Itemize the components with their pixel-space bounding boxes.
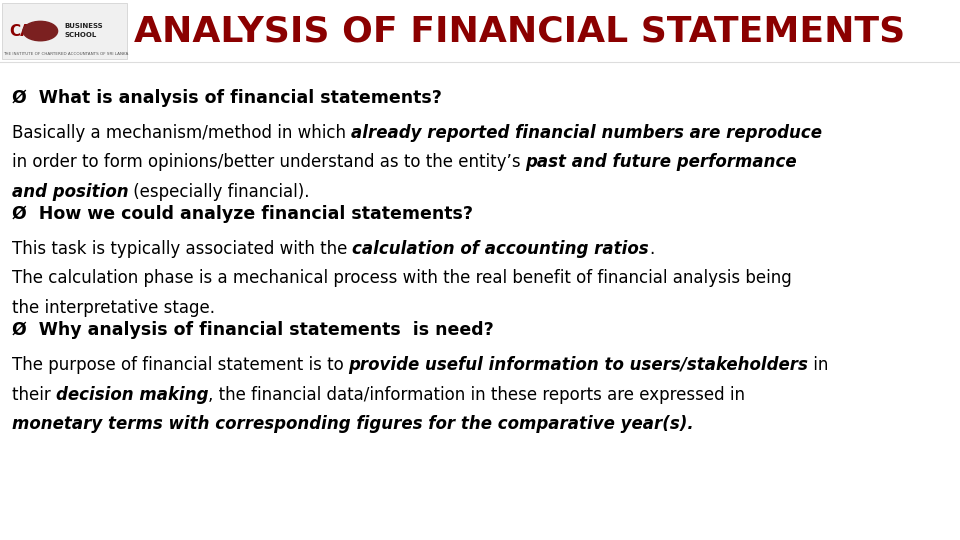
Text: Basically a mechanism/method in which: Basically a mechanism/method in which — [12, 124, 350, 142]
Text: the interpretative stage.: the interpretative stage. — [12, 299, 214, 316]
Text: decision making: decision making — [56, 386, 208, 403]
Text: already reported financial numbers are reproduce: already reported financial numbers are r… — [350, 124, 822, 142]
Text: .: . — [649, 240, 654, 258]
Text: calculation of accounting ratios: calculation of accounting ratios — [352, 240, 649, 258]
Text: in order to form opinions/better understand as to the entity’s: in order to form opinions/better underst… — [12, 153, 525, 171]
Text: The calculation phase is a mechanical process with the real benefit of financial: The calculation phase is a mechanical pr… — [12, 269, 791, 287]
Text: Ø  How we could analyze financial statements?: Ø How we could analyze financial stateme… — [12, 205, 472, 223]
Text: their: their — [12, 386, 56, 403]
Bar — [0, 0, 960, 62]
Text: ANALYSIS OF FINANCIAL STATEMENTS: ANALYSIS OF FINANCIAL STATEMENTS — [134, 14, 905, 48]
Text: monetary terms with corresponding figures for the comparative year(s).: monetary terms with corresponding figure… — [12, 415, 693, 433]
Text: (especially financial).: (especially financial). — [128, 183, 310, 200]
Text: BUSINESS: BUSINESS — [64, 23, 103, 29]
Text: provide useful information to users/stakeholders: provide useful information to users/stak… — [348, 356, 808, 374]
Text: , the financial data/information in these reports are expressed in: , the financial data/information in thes… — [208, 386, 745, 403]
Text: Ø  Why analysis of financial statements  is need?: Ø Why analysis of financial statements i… — [12, 321, 493, 339]
Text: THE INSTITUTE OF CHARTERED ACCOUNTANTS OF SRI LANKA: THE INSTITUTE OF CHARTERED ACCOUNTANTS O… — [3, 52, 129, 56]
Text: past and future performance: past and future performance — [525, 153, 797, 171]
Text: This task is typically associated with the: This task is typically associated with t… — [12, 240, 352, 258]
Text: CA: CA — [10, 24, 33, 38]
Text: and position: and position — [12, 183, 128, 200]
Text: SCHOOL: SCHOOL — [64, 32, 97, 38]
Text: in: in — [808, 356, 828, 374]
Circle shape — [23, 22, 58, 40]
Text: The purpose of financial statement is to: The purpose of financial statement is to — [12, 356, 348, 374]
Text: Ø  What is analysis of financial statements?: Ø What is analysis of financial statemen… — [12, 89, 442, 107]
Bar — [2, 3, 127, 59]
